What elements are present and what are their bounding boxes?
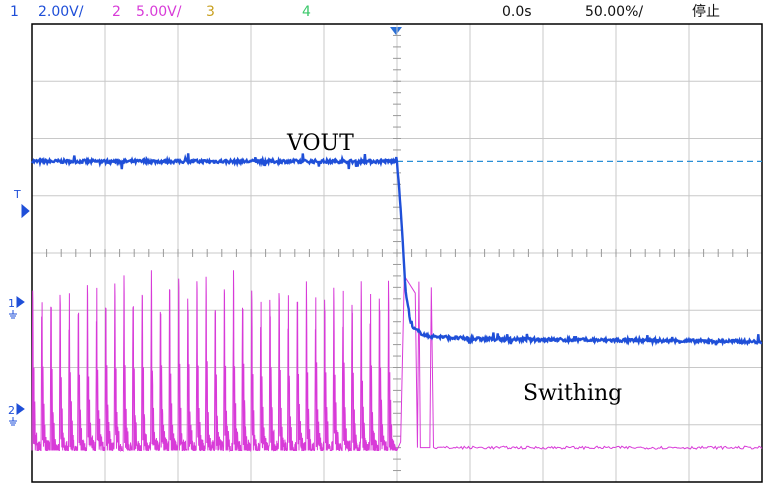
switching-trace <box>31 270 763 453</box>
ch2-number[interactable]: 2 <box>112 4 121 20</box>
ch1-ground-icon <box>9 310 17 319</box>
vout-label: VOUT <box>286 131 354 156</box>
vout-trace <box>31 153 763 347</box>
ch2-marker-arrow-icon <box>16 403 25 415</box>
ch1-marker-arrow-icon <box>16 296 25 308</box>
ch2-scale: 5.00V/ <box>136 4 182 20</box>
switching-label: Swithing <box>523 381 622 406</box>
ch4-number[interactable]: 4 <box>302 4 311 20</box>
time-offset: 0.0s <box>502 4 532 20</box>
time-scale: 50.00%/ <box>585 4 644 20</box>
scope-header: 1 2.00V/ 2 5.00V/ 3 4 0.0s 50.00%/ 停止 <box>0 0 768 24</box>
trigger-marker-arrow-icon <box>21 203 30 219</box>
grid-frame <box>31 23 763 483</box>
ch1-ground-marker[interactable]: 1 <box>8 296 25 319</box>
ch1-marker-label: 1 <box>8 297 15 310</box>
ch2-marker-label: 2 <box>8 404 15 417</box>
ch2-ground-icon <box>9 417 17 426</box>
trigger-position-marker-icon <box>390 27 402 35</box>
ch1-number[interactable]: 1 <box>10 4 19 20</box>
trigger-marker-label: T <box>13 188 21 201</box>
ch3-number[interactable]: 3 <box>206 4 215 20</box>
ch2-ground-marker[interactable]: 2 <box>8 403 25 426</box>
trigger-level-marker[interactable]: T <box>13 188 30 219</box>
run-status[interactable]: 停止 <box>692 4 720 20</box>
ch1-scale: 2.00V/ <box>38 4 84 20</box>
